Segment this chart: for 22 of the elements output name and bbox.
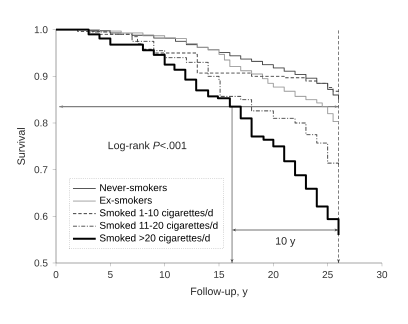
x-axis-title: Follow-up, y (191, 287, 248, 298)
legend-label: Smoked 1-10 cigarettes/d (100, 208, 213, 218)
x-tick-label: 25 (322, 271, 333, 278)
legend-label: Ex-smokers (100, 196, 152, 204)
x-tick-label: 30 (376, 271, 388, 278)
y-tick-label: 0.5 (34, 259, 48, 267)
x-tick-label: 5 (108, 271, 113, 278)
y-axis-title: Survival (17, 128, 25, 165)
legend-label: Smoked >20 cigarettes/d (100, 234, 210, 244)
annotation: 10 y (276, 237, 296, 247)
y-tick-label: 0.7 (34, 166, 48, 174)
y-tick-label: 0.6 (34, 212, 48, 220)
legend-label: Smoked 11-20 cigarettes/d (100, 222, 218, 231)
x-tick-label: 10 (160, 271, 170, 278)
x-tick-label: 0 (54, 271, 58, 278)
x-tick-label: 20 (268, 271, 278, 278)
annotation: Log-rank P<.001 (108, 141, 186, 152)
x-tick-label: 15 (214, 271, 224, 278)
y-tick-label: 0.8 (34, 119, 48, 127)
y-tick-label: 0.9 (34, 72, 48, 80)
y-tick-label: 1.0 (34, 26, 48, 34)
legend-label: Never-smokers (100, 184, 167, 192)
